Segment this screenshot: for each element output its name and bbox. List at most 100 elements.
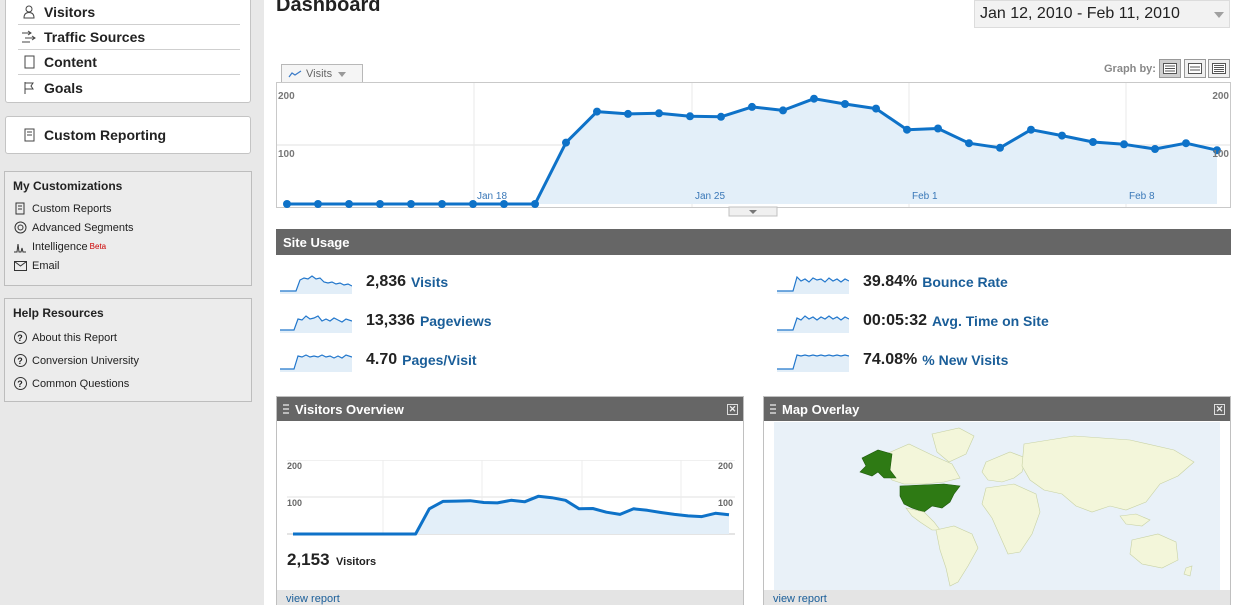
conversion-university-link[interactable]: ? Conversion University [13, 349, 243, 372]
help-icon: ? [13, 354, 27, 368]
main-content: Dashboard Jan 12, 2010 - Feb 11, 2010 Vi… [264, 0, 1248, 605]
world-map[interactable] [774, 422, 1220, 590]
chart-collapse-handle[interactable] [728, 206, 778, 217]
metric-label-link[interactable]: Bounce Rate [922, 274, 1008, 290]
data-point [438, 200, 446, 208]
metric-label-link[interactable]: Visits [411, 274, 449, 290]
help-icon: ? [13, 331, 27, 345]
sparkline [777, 315, 849, 333]
data-point [1182, 139, 1190, 148]
graph-by-month-button[interactable] [1208, 59, 1230, 78]
metric-label-link[interactable]: Pages/Visit [402, 352, 477, 368]
nav-label: Traffic Sources [44, 29, 146, 45]
page-icon [20, 55, 38, 69]
y-tick-label-right: 100 [718, 498, 733, 508]
metric-value: 4.70 [366, 351, 398, 368]
date-range-selector[interactable]: Jan 12, 2010 - Feb 11, 2010 [974, 0, 1230, 28]
data-point [810, 94, 818, 103]
custom-reporting-box: Custom Reporting [5, 116, 251, 154]
dropdown-arrow-icon [338, 71, 347, 77]
close-icon[interactable]: ✕ [1214, 404, 1225, 415]
chevron-down-icon [1214, 12, 1224, 18]
x-tick-label: Feb 8 [1129, 191, 1155, 202]
data-point [996, 143, 1004, 152]
map-region-alaska[interactable] [859, 449, 897, 479]
beta-badge: Beta [89, 242, 107, 251]
series-line [293, 494, 730, 536]
help-resources-box: Help Resources ? About this Report ? Con… [4, 298, 252, 402]
nav-traffic-sources[interactable]: Traffic Sources [18, 25, 240, 50]
chart-series [283, 94, 1221, 208]
view-report-link[interactable]: view report [277, 590, 743, 605]
email-link[interactable]: Email [13, 256, 243, 275]
x-tick-label: Feb 1 [912, 191, 938, 202]
common-questions-link[interactable]: ? Common Questions [13, 372, 243, 395]
data-point [283, 200, 291, 208]
about-report-link[interactable]: ? About this Report [13, 326, 243, 349]
graph-by-day-button[interactable] [1159, 59, 1181, 78]
visitors-count-label: Visitors [336, 556, 377, 568]
data-point [686, 112, 694, 121]
data-point [624, 109, 632, 118]
y-tick-label-right: 100 [1212, 149, 1229, 160]
nav-content[interactable]: Content [18, 50, 240, 75]
report-nav: Visitors Traffic Sources Content Goals [5, 0, 251, 103]
data-point [562, 138, 570, 147]
target-icon [13, 221, 27, 235]
widget-header[interactable]: Visitors Overview ✕ [277, 397, 743, 421]
sparkline [280, 315, 352, 333]
week-view-icon [1188, 63, 1202, 74]
link-label: About this Report [32, 331, 117, 344]
site-usage-header: Site Usage [276, 229, 1231, 255]
data-point [345, 200, 353, 208]
data-point [407, 200, 415, 208]
custom-reports-link[interactable]: Custom Reports [13, 199, 243, 218]
metric-selector-tab[interactable]: Visits [281, 64, 363, 83]
widget-title: Visitors Overview [295, 401, 404, 417]
metric-value: 39.84% [863, 273, 918, 290]
nav-visitors[interactable]: Visitors [18, 0, 240, 25]
intelligence-link[interactable]: Intelligence Beta [13, 237, 243, 256]
y-tick-label-right: 200 [1212, 91, 1229, 102]
drag-handle-icon[interactable] [283, 404, 289, 414]
map-region-usa[interactable] [899, 483, 961, 513]
nav-label: Goals [44, 79, 83, 96]
link-label: Intelligence [32, 240, 88, 253]
view-report-link[interactable]: view report [764, 590, 1230, 605]
visitors-count: 2,153 Visitors [287, 550, 376, 570]
line-chart-icon [288, 70, 302, 78]
link-label: Common Questions [32, 377, 130, 390]
chart-series [293, 494, 730, 536]
metric-label-link[interactable]: % New Visits [922, 352, 1009, 368]
sparkline [280, 275, 352, 294]
metric-label-link[interactable]: Avg. Time on Site [932, 313, 1049, 329]
document-icon [13, 202, 27, 216]
visitors-count-value: 2,153 [287, 550, 330, 569]
page-title: Dashboard [276, 0, 381, 16]
widget-title: Map Overlay [782, 401, 860, 417]
metric-value: 2,836 [366, 273, 407, 290]
sparkline [777, 354, 849, 372]
drag-handle-icon[interactable] [770, 404, 776, 414]
my-customizations-box: My Customizations Custom Reports Advance… [4, 171, 252, 286]
nav-custom-reporting[interactable]: Custom Reporting [18, 117, 240, 153]
link-label: Email [32, 259, 60, 272]
advanced-segments-link[interactable]: Advanced Segments [13, 218, 243, 237]
graph-by-week-button[interactable] [1184, 59, 1206, 78]
metric-pageviews: 13,336 Pageviews [280, 307, 492, 335]
visitors-overview-widget: Visitors Overview ✕ 200 100 200 100 2,15… [276, 396, 744, 605]
close-icon[interactable]: ✕ [727, 404, 738, 415]
nav-goals[interactable]: Goals [18, 75, 240, 100]
x-tick-label: Jan 18 [477, 191, 507, 202]
metric-tab-label: Visits [306, 68, 333, 80]
widget-header[interactable]: Map Overlay ✕ [764, 397, 1230, 421]
metric-label-link[interactable]: Pageviews [419, 313, 492, 329]
traffic-sources-icon [20, 30, 38, 44]
link-label: Custom Reports [32, 202, 112, 215]
graph-by-label: Graph by: [1104, 63, 1156, 75]
data-point [1058, 131, 1066, 140]
document-icon [20, 128, 38, 142]
metric-pages-per-visit: 4.70 Pages/Visit [280, 346, 477, 374]
data-point [1213, 146, 1221, 155]
day-view-icon [1163, 63, 1177, 74]
